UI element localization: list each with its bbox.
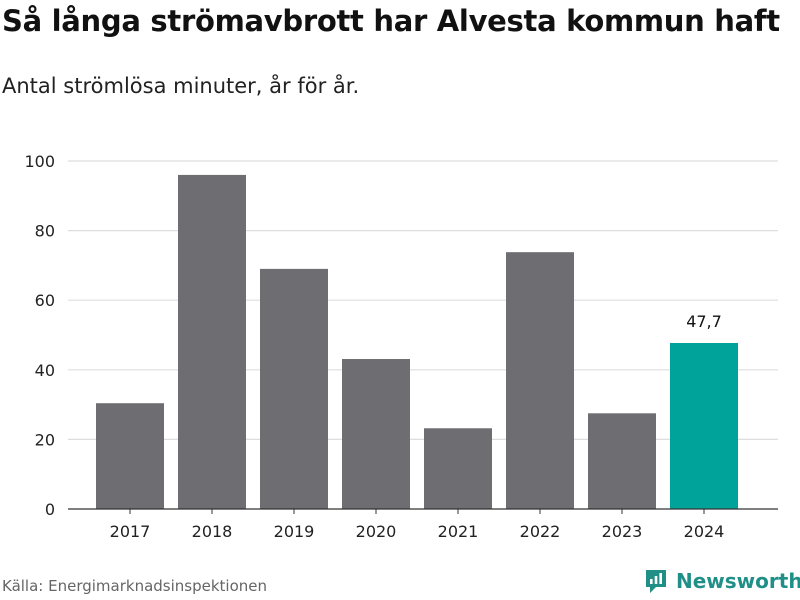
y-tick-label-80: 80 xyxy=(35,222,55,241)
bar-2024 xyxy=(670,343,738,509)
x-tick-label-2020: 2020 xyxy=(356,522,397,541)
brand-name: Newsworthy xyxy=(676,569,800,593)
bar-2022 xyxy=(506,252,574,509)
y-tick-label-20: 20 xyxy=(35,430,55,449)
x-tick-label-2018: 2018 xyxy=(192,522,233,541)
data-labels: 47,7 xyxy=(686,312,722,331)
bar-2021 xyxy=(424,428,492,509)
bar-2018 xyxy=(178,174,246,510)
bars xyxy=(96,174,738,510)
data-label-2024: 47,7 xyxy=(686,312,722,331)
axes: 0 20 40 60 80 100 2017 2018 2019 2020 2021 2022 2023… xyxy=(24,152,778,541)
bar-2019 xyxy=(260,268,328,509)
x-tick-label-2024: 2024 xyxy=(684,522,725,541)
bar-2020 xyxy=(342,359,410,509)
x-tick-label-2019: 2019 xyxy=(274,522,315,541)
brand-logo: Newsworthy xyxy=(644,568,800,594)
x-tick-label-2017: 2017 xyxy=(110,522,151,541)
source-note: Källa: Energimarknadsinspektionen xyxy=(2,577,268,595)
bar-2023 xyxy=(588,413,656,509)
y-tick-label-60: 60 xyxy=(35,291,55,310)
bar-2017 xyxy=(96,403,164,509)
chart-title: Så långa strömavbrott har Alvesta kommun… xyxy=(2,4,780,38)
x-tick-label-2021: 2021 xyxy=(438,522,479,541)
chart-subtitle: Antal strömlösa minuter, år för år. xyxy=(2,74,360,98)
y-tick-label-40: 40 xyxy=(35,361,55,380)
x-tick-label-2022: 2022 xyxy=(520,522,561,541)
newsworthy-logo-icon xyxy=(646,570,666,593)
x-tick-label-2023: 2023 xyxy=(602,522,643,541)
y-tick-label-100: 100 xyxy=(24,152,55,171)
y-tick-label-0: 0 xyxy=(45,500,55,519)
